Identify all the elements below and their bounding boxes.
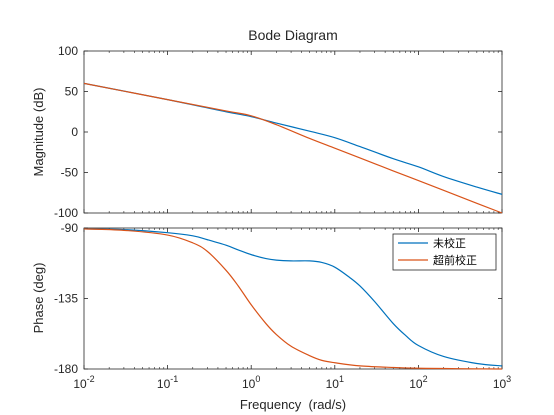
phase-series	[83, 228, 503, 370]
phase-ytick-label: -135	[54, 292, 78, 306]
x-tick-label: 10-2	[73, 374, 94, 391]
x-axis-label: Frequency (rad/s)	[240, 397, 346, 412]
magnitude-ylabel: Magnitude (dB)	[31, 88, 46, 177]
phase-series-line-lead-corrected	[83, 228, 503, 370]
x-tick-label: 10-1	[157, 374, 178, 391]
magnitude-ytick-label: -50	[61, 166, 79, 180]
x-tick-label: 103	[493, 374, 511, 391]
magnitude-series-line-uncorrected	[83, 82, 503, 195]
x-tick-labels: 10-2 10-1 100 101 102 103	[73, 374, 511, 391]
phase-ytick-label: -90	[61, 221, 79, 235]
legend-label-lead-corrected: 超前校正	[433, 253, 477, 267]
magnitude-ytick-label: 50	[65, 85, 79, 99]
x-tick-label: 101	[326, 374, 344, 391]
magnitude-ytick-label: -100	[54, 206, 78, 220]
phase-ytick-label: -180	[54, 362, 78, 376]
chart-title: Bode Diagram	[248, 27, 338, 43]
x-tick-label: 102	[409, 374, 427, 391]
magnitude-series	[83, 82, 503, 214]
magnitude-series-line-lead-corrected	[83, 82, 503, 214]
magnitude-ytick-label: 100	[58, 44, 78, 58]
magnitude-ticks: -100 -50 0 50 100	[54, 44, 503, 220]
phase-ylabel: Phase (deg)	[31, 263, 46, 334]
magnitude-ytick-label: 0	[71, 125, 78, 139]
legend-label-uncorrected: 未校正	[433, 236, 466, 250]
phase-series-line-uncorrected	[83, 228, 503, 367]
legend: 未校正 超前校正	[392, 233, 497, 271]
magnitude-plot: -100 -50 0 50 100 Magnitude (dB)	[31, 44, 503, 220]
x-tick-label: 100	[242, 374, 260, 391]
legend-box	[392, 233, 497, 271]
phase-ticks: -180 -135 -90	[54, 221, 503, 376]
